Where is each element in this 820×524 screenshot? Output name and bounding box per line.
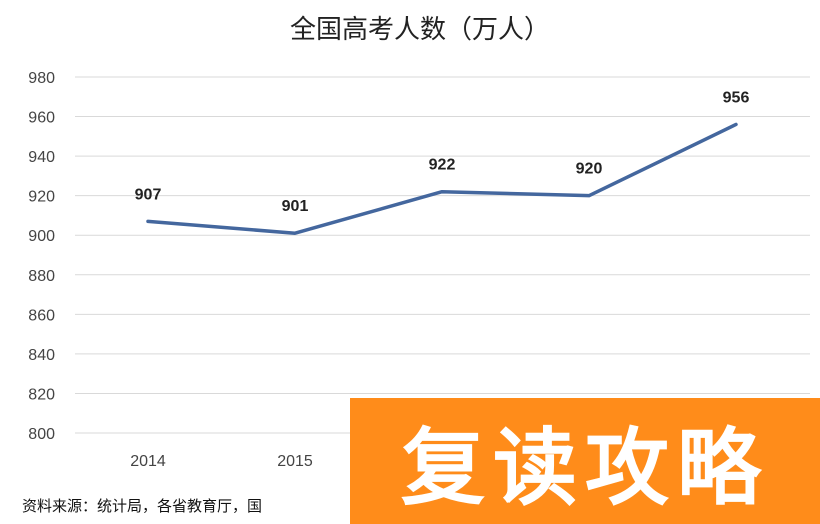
y-tick-label: 800: [28, 426, 55, 443]
y-tick-label: 940: [28, 149, 55, 166]
data-labels: 907 901 922 920 956: [135, 89, 750, 215]
y-tick-label: 920: [28, 189, 55, 206]
data-label: 920: [576, 161, 603, 178]
y-tick-label: 900: [28, 228, 55, 245]
y-tick-label: 820: [28, 386, 55, 403]
source-note: 资料来源：统计局，各省教育厅，国: [22, 497, 263, 515]
watermark-banner: 复读攻略: [350, 398, 820, 524]
watermark-text: 复读攻略: [400, 418, 769, 517]
y-tick-label: 860: [28, 307, 55, 324]
y-axis-ticks: 800 820 840 860 880 900 920 940 960 980: [28, 70, 55, 443]
data-label: 922: [429, 157, 456, 174]
x-tick-label: 2014: [130, 453, 166, 470]
x-tick-label: 2015: [277, 453, 313, 470]
data-label: 907: [135, 186, 162, 203]
chart-title: 全国高考人数（万人）: [290, 15, 550, 45]
y-tick-label: 980: [28, 70, 55, 87]
gridlines: [75, 76, 810, 434]
series-line-group: [146, 122, 738, 235]
data-label: 901: [282, 198, 309, 215]
y-tick-label: 960: [28, 110, 55, 127]
series-line: [146, 122, 738, 235]
data-label: 956: [723, 89, 750, 106]
y-tick-label: 840: [28, 347, 55, 364]
y-tick-label: 880: [28, 268, 55, 285]
